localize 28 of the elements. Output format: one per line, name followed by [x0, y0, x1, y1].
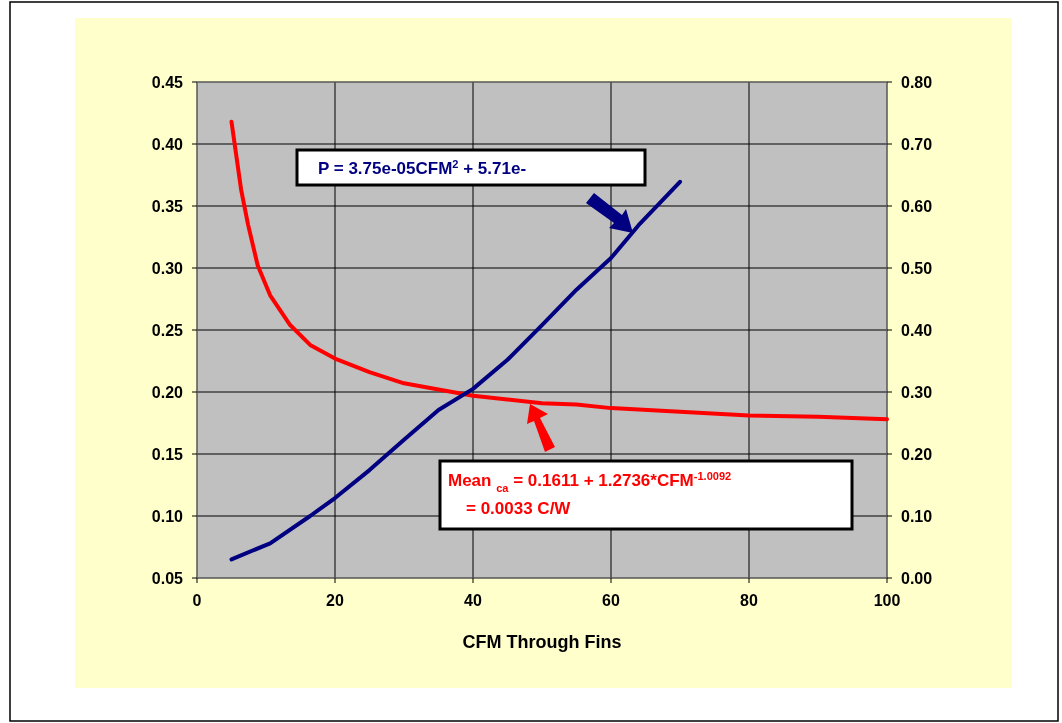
- y2-tick-label: 0.20: [901, 446, 933, 463]
- y-tick-label: 0.10: [151, 508, 184, 525]
- annotation: P = 3.75e-05CFM$^{2}$ + 5.71e-: [318, 158, 527, 178]
- x-tick-label: 80: [740, 592, 758, 609]
- y2-tick-label: 0.40: [901, 322, 933, 339]
- x-axis-title: CFM Through Fins: [462, 632, 622, 652]
- y2-tick-label: 0.50: [901, 260, 933, 277]
- y2-tick-label: 0.10: [901, 508, 933, 525]
- y-tick-label: 0.25: [151, 322, 184, 339]
- y2-tick-label: 0.70: [901, 136, 933, 153]
- y-tick-label: 0.40: [151, 136, 184, 153]
- y-tick-label: 0.15: [151, 446, 184, 463]
- x-tick-label: 40: [464, 592, 482, 609]
- y-tick-label: 0.20: [151, 384, 184, 401]
- y-tick-label: 0.30: [151, 260, 184, 277]
- y2-tick-label: 0.60: [901, 198, 933, 215]
- y2-tick-label: 0.30: [901, 384, 933, 401]
- y-tick-label: 0.35: [151, 198, 184, 215]
- y-tick-label: 0.05: [151, 570, 184, 587]
- x-tick-label: 0: [192, 592, 202, 609]
- x-tick-label: 100: [873, 592, 901, 609]
- y-tick-label: 0.45: [151, 74, 184, 91]
- y2-tick-label: 0.80: [901, 74, 933, 91]
- x-tick-label: 60: [602, 592, 620, 609]
- x-tick-label: 20: [326, 592, 344, 609]
- line-series: [229, 119, 889, 422]
- y2-tick-label: 0.00: [901, 570, 933, 587]
- text: Mean $_{ca}$ = 0.1611 + 1.2736*CFM$^{-1.0092}$ = 0.0033 C/W: [448, 470, 732, 518]
